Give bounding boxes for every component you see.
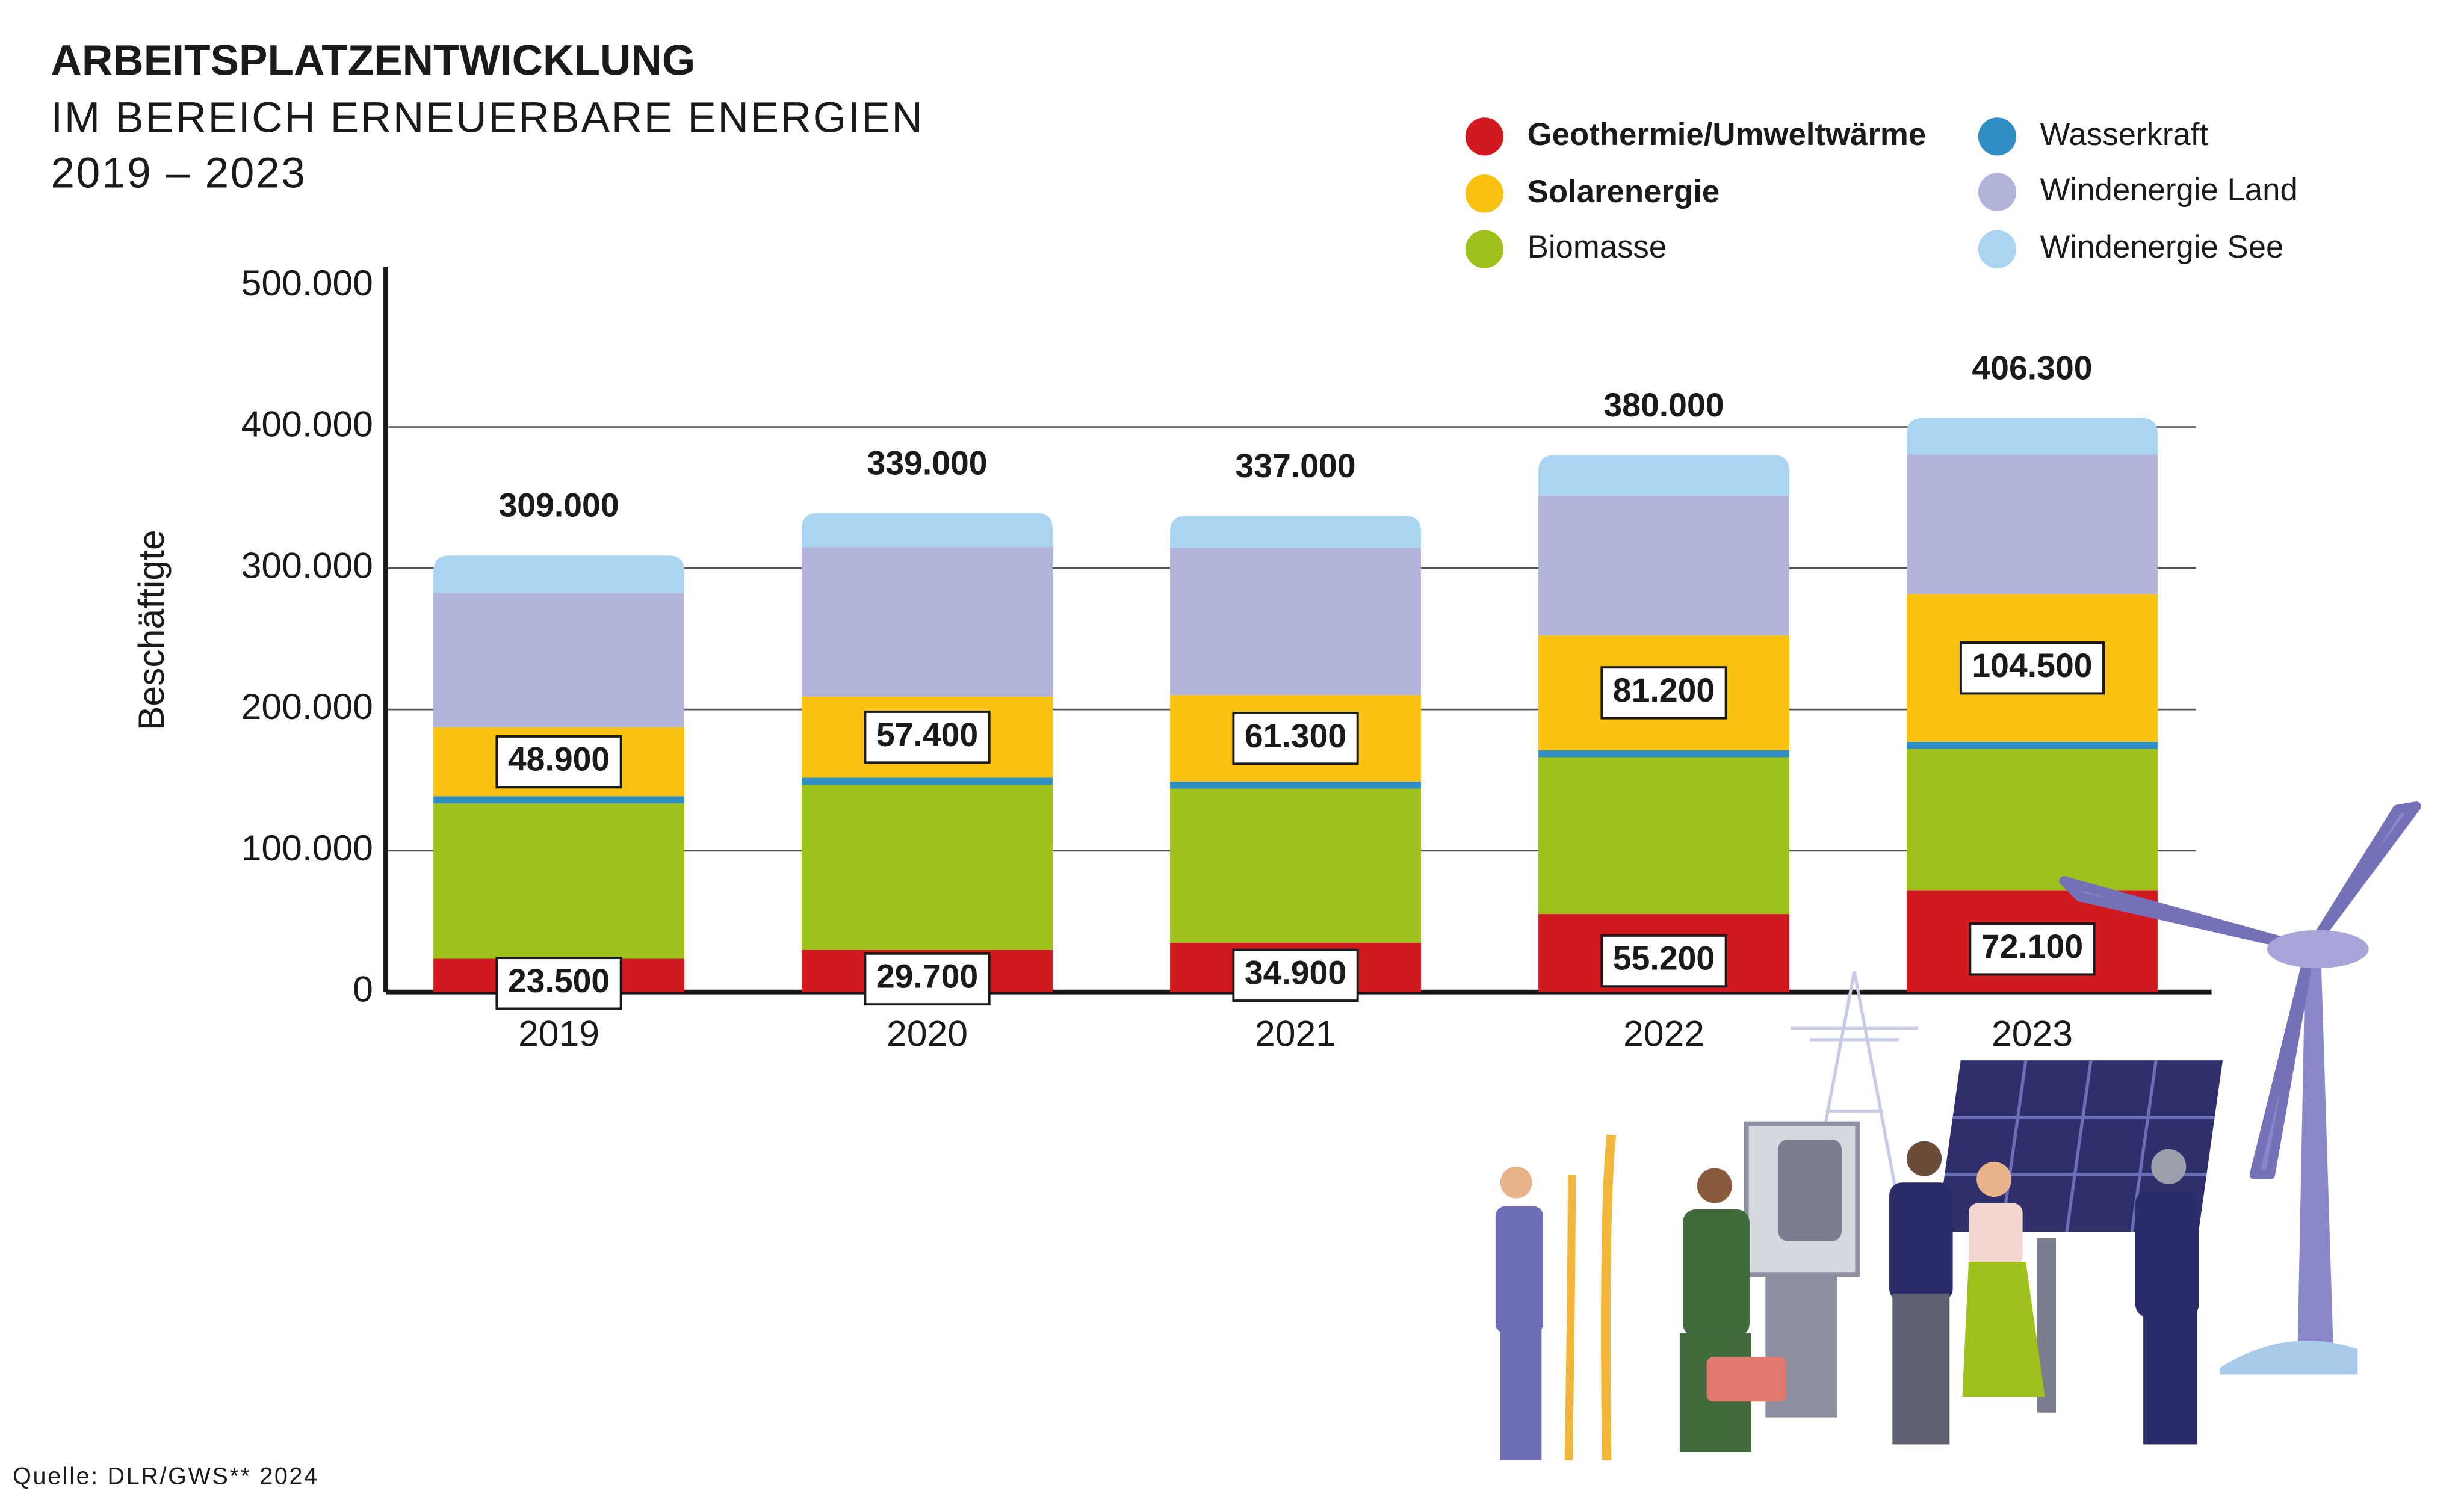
total-label: 309.000 [498, 487, 619, 524]
bar-segment [1170, 782, 1421, 789]
legend-swatch [1978, 230, 2017, 268]
chart-title: ARBEITSPLATZENTWICKLUNG [51, 37, 695, 84]
bar-segment [802, 546, 1053, 697]
value-label-box [495, 957, 622, 1010]
value-label-box [1969, 922, 2096, 976]
value-label-text: 61.300 [1245, 717, 1346, 755]
bar-segment [1538, 495, 1789, 636]
value-label-box [1600, 934, 1727, 988]
legend-swatch [1978, 173, 2017, 211]
value-label-text: 104.500 [1972, 647, 2092, 684]
value-label-text: 81.200 [1613, 671, 1715, 709]
bar-segment [1907, 741, 2158, 749]
value-label-box [1600, 666, 1727, 720]
y-tick-label: 500.000 [241, 262, 373, 303]
value-label-box [864, 710, 991, 764]
total-label: 339.000 [867, 444, 987, 481]
value-label: 48.900 [495, 735, 622, 789]
bar-segment [1907, 454, 2158, 594]
y-tick-label: 400.000 [241, 404, 373, 445]
legend-swatch [1465, 174, 1504, 213]
value-label: 29.700 [864, 952, 991, 1006]
x-tick-label: 2021 [1255, 1013, 1336, 1054]
bar-segment [802, 777, 1053, 785]
total-label: 380.000 [1603, 386, 1724, 424]
value-label: 55.200 [1600, 934, 1727, 988]
bar-segment [802, 513, 1053, 547]
value-label-box [495, 735, 622, 789]
value-label: 104.500 [1959, 641, 2105, 695]
y-tick-label: 200.000 [241, 686, 373, 727]
legend-swatch [1465, 230, 1504, 268]
legend-label: Solarenergie [1528, 174, 1720, 209]
value-label: 57.400 [864, 710, 991, 764]
y-tick-label: 0 [353, 969, 373, 1010]
legend-label: Windenergie Land [2040, 172, 2298, 208]
value-label-box [864, 952, 991, 1006]
value-label-text: 34.900 [1245, 954, 1346, 992]
legend-label: Biomasse [1528, 229, 1667, 265]
bar-segment [1170, 548, 1421, 696]
value-label-text: 48.900 [508, 741, 610, 778]
bar-segment [802, 785, 1053, 950]
value-label-text: 29.700 [876, 958, 978, 995]
illustration [1495, 801, 2421, 1460]
value-label-text: 72.100 [1981, 928, 2083, 965]
legend-swatch [1978, 117, 2017, 156]
bar-segment [433, 555, 684, 593]
bar-segment [1907, 418, 2158, 455]
value-label: 61.300 [1232, 711, 1359, 765]
legend-label: Wasserkraft [2040, 117, 2209, 152]
total-label: 337.000 [1235, 447, 1355, 484]
bar-segment [1170, 516, 1421, 549]
value-label: 81.200 [1600, 666, 1727, 720]
bar-segment [1538, 455, 1789, 496]
value-label-text: 23.500 [508, 962, 610, 999]
value-label-box [1959, 641, 2105, 695]
x-tick-label: 2019 [518, 1013, 599, 1054]
bar-segment [1538, 757, 1789, 915]
x-tick-label: 2023 [1992, 1013, 2073, 1054]
bar-segment [1170, 788, 1421, 943]
value-label-text: 55.200 [1613, 940, 1715, 977]
chart-subtitle: IM BEREICH ERNEUERBARE ENERGIEN [51, 94, 924, 141]
x-tick-label: 2020 [887, 1013, 968, 1054]
x-tick-label: 2022 [1623, 1013, 1704, 1054]
legend-swatch [1465, 117, 1504, 156]
value-label-text: 57.400 [876, 716, 978, 753]
value-label: 34.900 [1232, 948, 1359, 1002]
total-label: 406.300 [1972, 349, 2092, 386]
chart-subtitle: 2019 – 2023 [51, 150, 306, 197]
value-label: 23.500 [495, 957, 622, 1010]
bar-segment [1907, 749, 2158, 891]
bar-segment [433, 803, 684, 959]
y-axis-label: Beschäftigte [131, 529, 172, 730]
value-label-box [1232, 711, 1359, 765]
legend-label: Windenergie See [2040, 229, 2284, 265]
bar-segment [433, 796, 684, 804]
y-tick-label: 100.000 [241, 827, 373, 868]
bar-segment [433, 593, 684, 727]
legend-label: Geothermie/Umweltwärme [1528, 117, 1927, 152]
bar-segment [1538, 750, 1789, 758]
y-tick-label: 300.000 [241, 545, 373, 585]
value-label-box [1232, 948, 1359, 1002]
plot: 0 100.000 200.000 300.000 400.000 500.000 2019… [241, 262, 2212, 1054]
value-label: 72.100 [1969, 922, 2096, 976]
source: Quelle: DLR/GWS** 2024 [13, 1463, 319, 1489]
